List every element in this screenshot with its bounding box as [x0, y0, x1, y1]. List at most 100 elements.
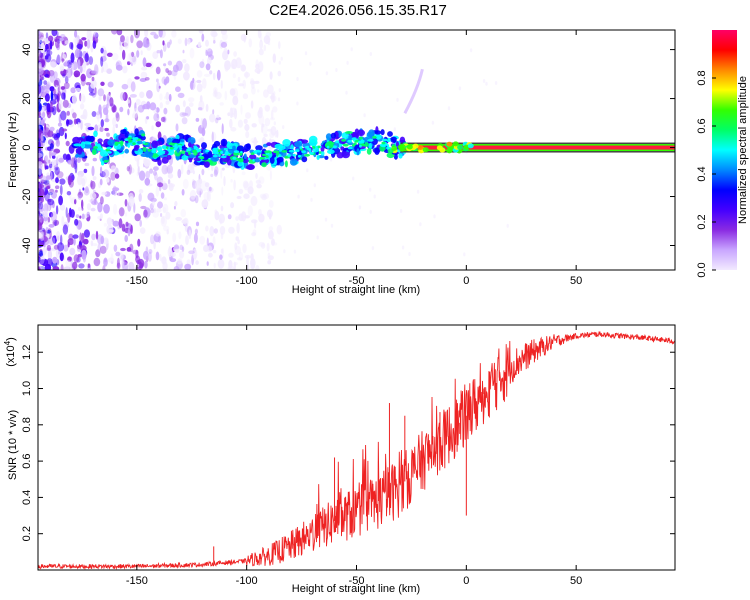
noise-speck — [139, 78, 147, 82]
noise-speck — [230, 127, 237, 132]
ridge-blob — [134, 128, 139, 136]
noise-speck — [236, 222, 240, 234]
noise-speck — [44, 55, 49, 60]
noise-speck — [66, 59, 73, 69]
noise-speck — [152, 51, 159, 59]
ridge-blob — [348, 134, 353, 140]
noise-speck — [251, 140, 259, 144]
noise-speck — [282, 125, 285, 130]
noise-speck — [196, 79, 202, 84]
noise-speck — [86, 68, 93, 79]
noise-speck — [216, 114, 220, 119]
noise-speck — [134, 113, 139, 122]
noise-speck — [38, 117, 41, 127]
noise-speck — [97, 88, 105, 97]
noise-speck — [243, 181, 250, 191]
noise-speck — [213, 228, 218, 234]
noise-speck — [224, 90, 228, 101]
noise-speck — [112, 220, 120, 227]
noise-speck — [251, 86, 256, 95]
noise-speck — [38, 42, 41, 48]
noise-speck — [80, 175, 88, 185]
noise-speck — [65, 67, 73, 79]
noise-speck — [169, 39, 172, 45]
noise-speck — [254, 161, 259, 167]
noise-speck — [208, 186, 212, 192]
noise-speck — [251, 123, 257, 128]
noise-speck — [117, 191, 120, 197]
ridge-core — [118, 141, 124, 145]
noise-speck — [39, 213, 43, 223]
noise-speck — [111, 190, 116, 195]
noise-speck — [162, 203, 169, 214]
noise-speck — [58, 157, 65, 163]
noise-speck — [272, 106, 278, 113]
noise-speck — [195, 180, 202, 191]
noise-speck — [73, 118, 77, 125]
ridge-blob — [127, 141, 131, 148]
noise-speck — [43, 210, 49, 218]
noise-speck — [56, 95, 59, 102]
noise-speck — [316, 235, 319, 240]
noise-speck — [259, 32, 263, 43]
noise-speck — [59, 37, 64, 42]
noise-speck — [53, 71, 58, 79]
noise-speck — [208, 252, 213, 258]
noise-speck — [49, 126, 55, 132]
noise-speck — [251, 219, 258, 224]
ridge-blob — [245, 164, 255, 170]
noise-speck — [155, 251, 160, 261]
noise-speck — [61, 216, 65, 227]
noise-speck — [223, 176, 226, 187]
noise-speck — [229, 88, 236, 96]
noise-speck — [64, 40, 70, 45]
noise-speck — [92, 176, 97, 181]
noise-speck — [96, 124, 102, 132]
ridge-blob — [347, 142, 354, 146]
noise-speck — [255, 63, 260, 69]
noise-speck — [42, 105, 46, 110]
noise-speck — [220, 41, 228, 48]
noise-speck — [112, 185, 118, 196]
noise-speck — [81, 213, 85, 220]
ridge-blob — [366, 148, 372, 155]
noise-speck — [132, 113, 136, 119]
noise-speck — [153, 34, 159, 39]
noise-speck — [127, 108, 130, 116]
ridge-blob — [255, 145, 263, 151]
noise-speck — [40, 196, 44, 203]
noise-speck — [91, 111, 97, 117]
noise-speck — [330, 223, 334, 228]
noise-speck — [38, 152, 43, 158]
noise-speck — [183, 217, 189, 227]
noise-speck — [79, 92, 82, 102]
noise-speck — [77, 59, 81, 70]
noise-speck — [195, 117, 200, 122]
noise-speck — [506, 223, 509, 228]
noise-speck — [214, 166, 219, 176]
noise-speck — [173, 266, 180, 270]
noise-speck — [50, 101, 53, 112]
noise-speck — [162, 40, 165, 46]
noise-speck — [144, 177, 151, 186]
noise-speck — [52, 219, 60, 226]
noise-speck — [255, 265, 260, 270]
noise-speck — [237, 76, 241, 83]
noise-speck — [67, 241, 70, 248]
noise-speck — [101, 61, 109, 73]
noise-speck — [82, 109, 88, 120]
noise-speck — [232, 87, 239, 99]
noise-speck — [96, 111, 101, 116]
noise-speck — [205, 225, 209, 232]
noise-speck — [46, 80, 52, 85]
noise-speck — [180, 164, 184, 175]
noise-speck — [233, 179, 236, 191]
noise-speck — [143, 157, 148, 165]
noise-speck — [163, 78, 168, 86]
snr-ytick-label: 0.6 — [21, 453, 33, 468]
noise-speck — [433, 214, 436, 219]
noise-speck — [122, 92, 128, 101]
noise-speck — [269, 131, 275, 139]
noise-speck — [52, 133, 58, 139]
noise-speck — [197, 41, 201, 48]
